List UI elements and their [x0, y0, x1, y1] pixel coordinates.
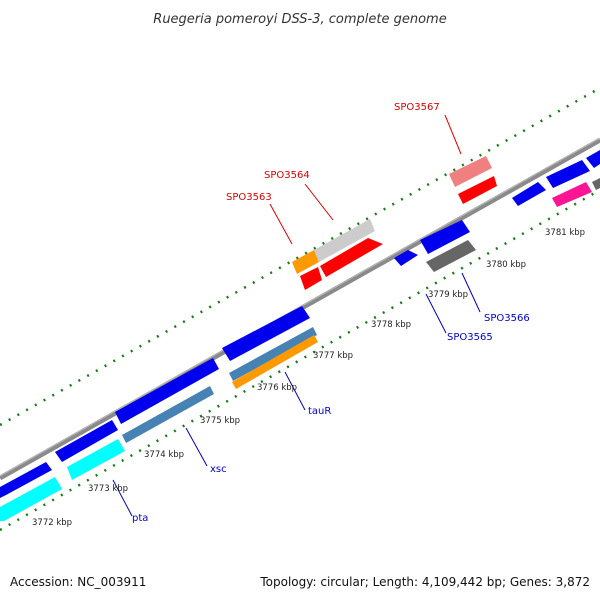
outer-tick-track	[0, 86, 600, 427]
gene-spo3564[interactable]	[314, 219, 375, 262]
gene-feature[interactable]	[552, 182, 592, 207]
gene-feature[interactable]	[512, 182, 546, 206]
label-spo3567[interactable]: SPO3567	[394, 102, 440, 113]
label-pta[interactable]: pta	[132, 513, 148, 524]
gene-feature[interactable]	[55, 420, 118, 462]
tick-label: 3781 kbp	[545, 228, 585, 238]
label-leaders	[112, 114, 481, 517]
tick-label: 3777 kbp	[313, 351, 353, 361]
tick-label: 3772 kbp	[32, 518, 72, 528]
label-spo3563[interactable]: SPO3563	[226, 192, 272, 203]
label-xsc[interactable]: xsc	[210, 464, 227, 475]
label-spo3565[interactable]: SPO3565	[447, 332, 493, 343]
highlighted-genes	[292, 156, 497, 290]
genome-stats-text: Topology: circular; Length: 4,109,442 bp…	[259, 575, 590, 589]
gene-spo3567[interactable]	[449, 156, 492, 187]
tick-label: 3776 kbp	[257, 383, 297, 393]
label-spo3566[interactable]: SPO3566	[484, 313, 530, 324]
tick-label: 3779 kbp	[428, 290, 468, 300]
accession-text: Accession: NC_003911	[10, 575, 146, 589]
tick-label: 3775 kbp	[200, 416, 240, 426]
tick-label: 3773 kbp	[88, 484, 128, 494]
gene-spo3566[interactable]	[426, 240, 476, 272]
gene-pta[interactable]	[0, 477, 62, 521]
gene-feature[interactable]	[586, 150, 600, 168]
label-taur[interactable]: tauR	[308, 406, 331, 417]
gene-taur[interactable]	[232, 335, 318, 389]
gene-feature[interactable]	[394, 250, 418, 266]
gene-spo3567-rev[interactable]	[458, 176, 497, 204]
tick-label: 3780 kbp	[486, 260, 526, 270]
gene-feature[interactable]	[229, 327, 317, 381]
gene-spo3563-rev[interactable]	[300, 267, 322, 290]
gene-xsc[interactable]	[122, 386, 214, 443]
inner-tick-track	[0, 188, 600, 532]
gene-feature[interactable]	[67, 439, 125, 480]
gene-feature[interactable]	[222, 306, 310, 361]
gene-feature[interactable]	[592, 178, 600, 190]
gene-feature[interactable]	[115, 358, 219, 424]
forward-strand-genes	[0, 150, 600, 498]
gene-spo3564-rev[interactable]	[320, 238, 383, 277]
reverse-strand-genes	[0, 178, 600, 521]
gene-feature[interactable]	[546, 160, 590, 188]
gene-feature[interactable]	[0, 462, 52, 498]
map-title: Ruegeria pomeroyi DSS-3, complete genome	[153, 12, 446, 27]
label-spo3564[interactable]: SPO3564	[264, 170, 310, 181]
gene-feature[interactable]	[420, 220, 470, 254]
gene-spo3563[interactable]	[292, 250, 319, 274]
tick-label: 3774 kbp	[144, 450, 184, 460]
tick-label: 3778 kbp	[371, 320, 411, 330]
